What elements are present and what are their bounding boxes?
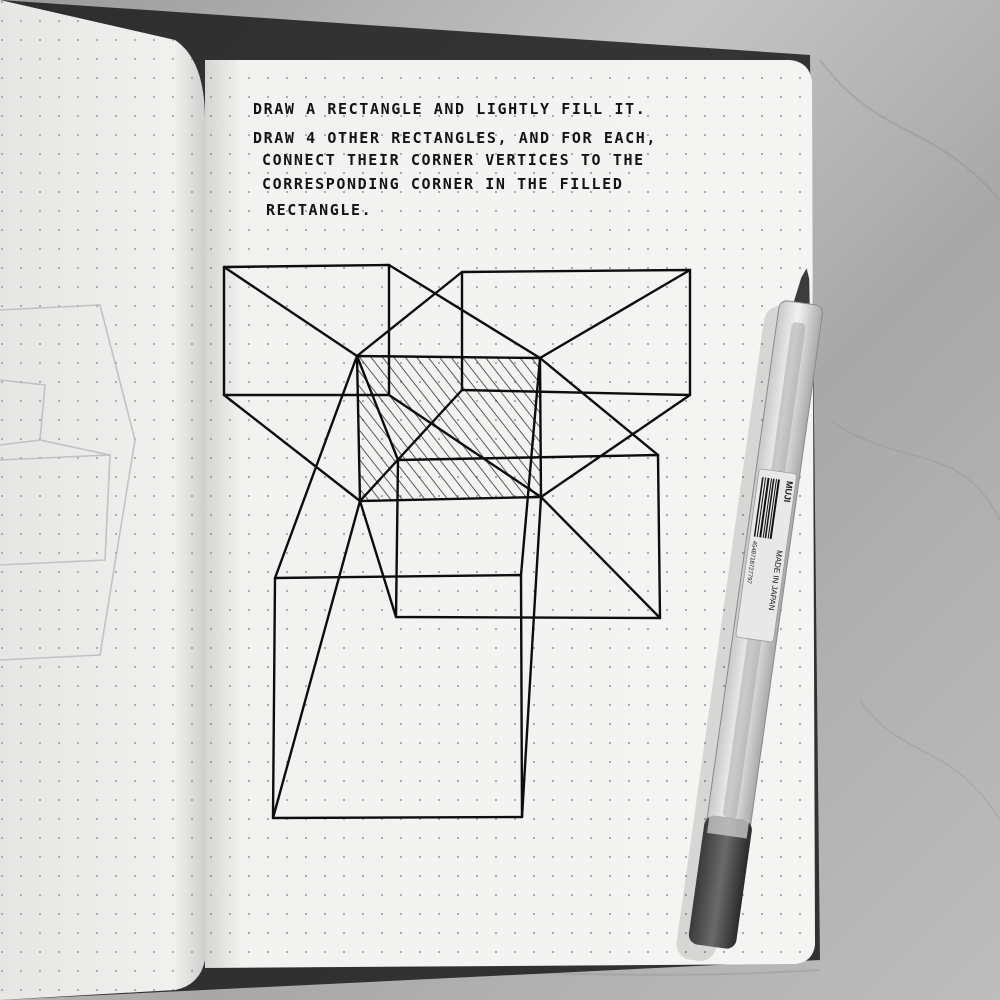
show-through-sketch	[0, 304, 136, 661]
instruction-line-2: DRAW 4 OTHER RECTANGLES, AND FOR EACH,	[253, 129, 657, 147]
pen-brand: MUJI	[782, 480, 795, 503]
rectangle-sketch	[222, 263, 692, 820]
instruction-line-3: CONNECT THEIR CORNER VERTICES TO THE	[262, 151, 645, 169]
gel-pen-icon: MUJI MADE IN JAPAN 4548718727797	[676, 268, 824, 962]
barcode-icon	[753, 477, 780, 540]
instruction-text: DRAW A RECTANGLE AND LIGHTLY FILL IT. DR…	[253, 100, 657, 219]
instruction-line-4: CORRESPONDING CORNER IN THE FILLED	[262, 175, 623, 193]
instruction-line-1: DRAW A RECTANGLE AND LIGHTLY FILL IT.	[253, 100, 646, 118]
instruction-line-5: RECTANGLE.	[266, 201, 372, 219]
